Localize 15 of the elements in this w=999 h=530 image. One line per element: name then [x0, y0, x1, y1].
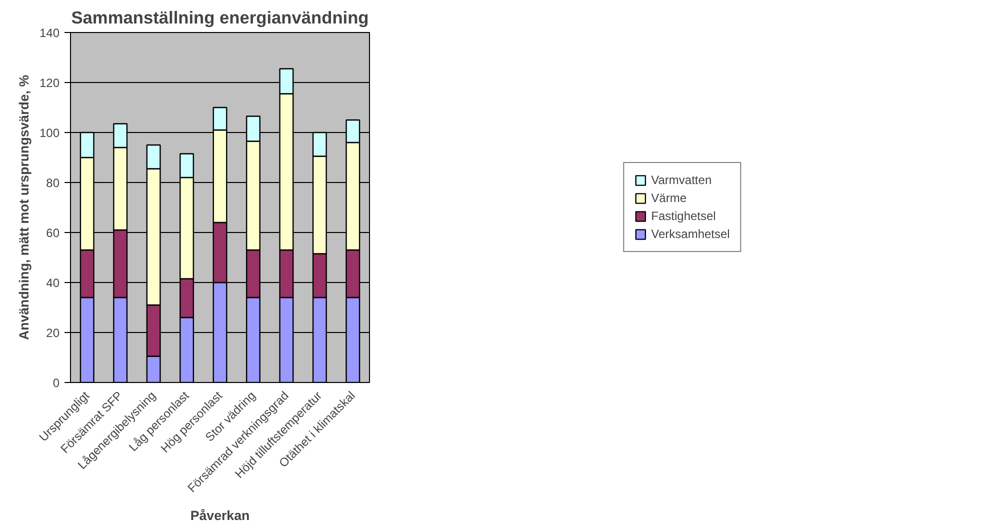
y-tick-label: 40 [46, 276, 60, 290]
legend-label: Värme [651, 191, 686, 205]
legend-label: Fastighetsel [651, 209, 716, 223]
x-axis-title: Påverkan [190, 508, 250, 524]
y-tick-label: 60 [46, 226, 60, 240]
y-tick-label: 140 [39, 26, 60, 40]
chart-title: Sammanställning energianvändning [71, 8, 369, 28]
y-tick-label: 80 [46, 176, 60, 190]
y-tick-label: 20 [46, 326, 60, 340]
y-tick-label: 100 [39, 126, 60, 140]
y-tick-label: 0 [52, 376, 60, 390]
y-axis-title: Användning, mätt mot ursprungsvärde, % [16, 74, 32, 340]
y-tick-label: 120 [39, 76, 60, 90]
legend-label: Verksamhetsel [651, 227, 730, 241]
legend-label: Varmvatten [651, 173, 712, 187]
